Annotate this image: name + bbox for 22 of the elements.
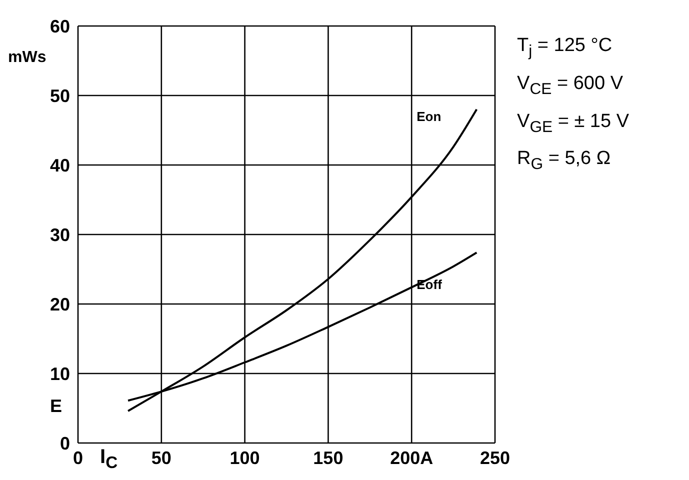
y-tick-label: 60 [50,16,70,36]
x-tick-label: 100 [230,448,260,468]
x-tick-label: 0 [72,448,84,468]
y-tick-label: 50 [50,86,70,106]
text: T$_{j}$ = 125 °C [517,34,614,62]
y-tick-label: 40 [50,155,70,176]
y-tick-label: 20 [50,294,70,314]
y-axis-title: E [50,396,62,418]
y-tick-label: 30 [50,224,70,245]
x-tick-label: 50 [151,448,172,468]
x-tick-label: 250 [480,448,510,468]
text: R$_{G}$ = 5,6 Ω [517,147,612,176]
x-axis-title: I$_{C}$ [100,446,118,473]
text: V$_{CE}$ = 600 V [517,72,624,100]
x-tick-label: 150 [313,448,344,468]
x-tick-label: 200A [390,448,434,468]
series-label: Eoff [416,276,442,292]
text: mWs [8,48,46,67]
y-tick-label: 10 [50,364,70,384]
text: V$_{GE}$ = ± 15 V [517,110,630,138]
y-tick-label: 0 [60,433,70,454]
series-label: Eon [416,109,442,124]
